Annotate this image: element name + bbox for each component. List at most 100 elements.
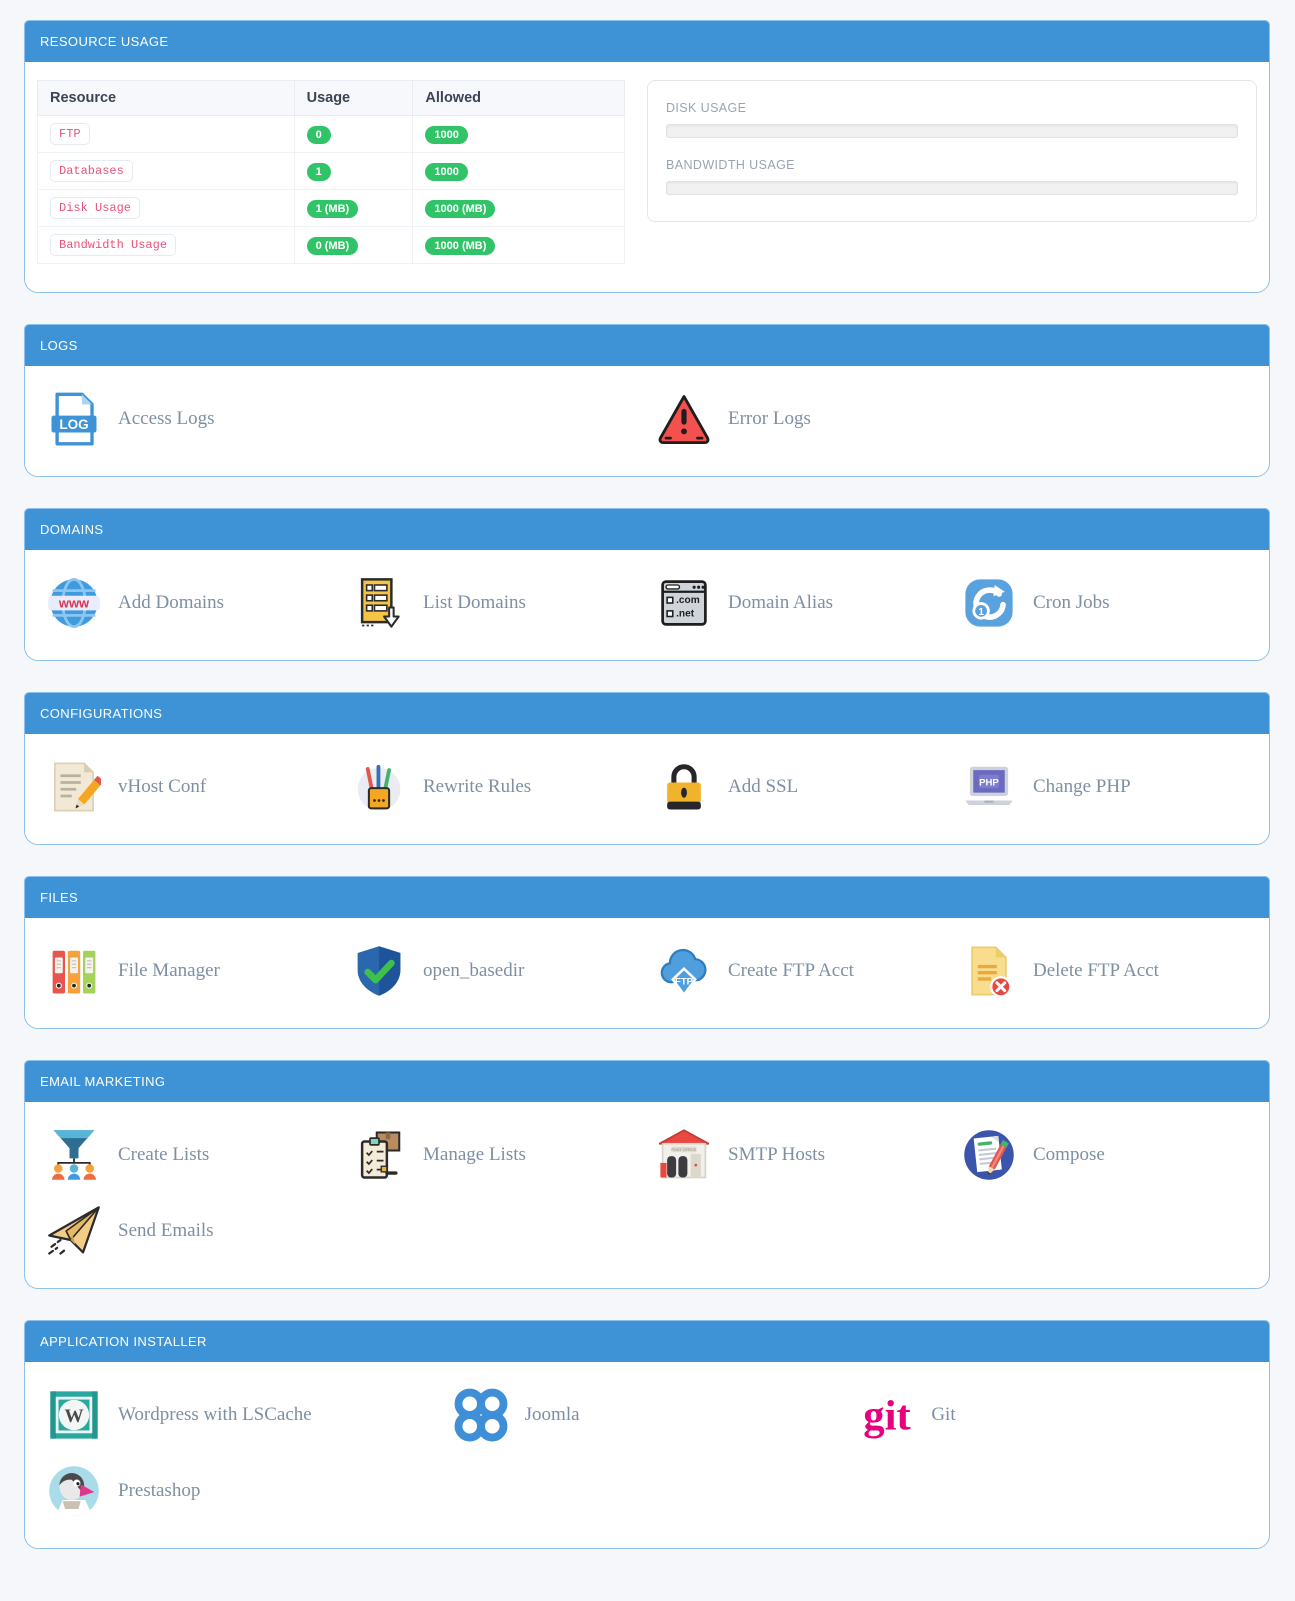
usage-gauges-box: DISK USAGE BANDWIDTH USAGE — [647, 80, 1257, 222]
item-label: Access Logs — [118, 408, 215, 429]
item-label: List Domains — [423, 592, 526, 613]
usage-value-badge: 1 (MB) — [306, 199, 359, 218]
item-open-basedir[interactable]: open_basedir — [342, 940, 647, 1002]
allowed-value-badge: 1000 — [425, 125, 468, 144]
resource-name-badge: Bandwidth Usage — [50, 234, 177, 256]
item-joomla[interactable]: Joomla — [444, 1384, 851, 1446]
configurations-panel-title: CONFIGURATIONS — [25, 693, 1269, 734]
item-git[interactable]: git Git — [850, 1384, 1257, 1446]
item-compose[interactable]: Compose — [952, 1124, 1257, 1186]
item-access-logs[interactable]: LOG Access Logs — [37, 388, 647, 450]
logs-panel-title: LOGS — [25, 325, 1269, 366]
resource-usage-body: Resource Usage Allowed FTP 0 1000 Databases 1 1… — [25, 62, 1269, 292]
wordpress-logo-icon: W — [47, 1388, 101, 1442]
item-label: Error Logs — [728, 408, 811, 429]
domains-panel: DOMAINS www Add Domains List Domains .com .ne… — [24, 508, 1270, 661]
item-label: Add SSL — [728, 776, 799, 797]
files-items: File Manager open_basedir FTP Create FTP Ac… — [25, 918, 1269, 1028]
usage-value-badge: 0 — [306, 125, 331, 144]
prestashop-logo-icon — [47, 1464, 101, 1518]
item-vhost-conf[interactable]: vHost Conf — [37, 756, 342, 818]
item-label: Prestashop — [118, 1480, 201, 1501]
svg-text:POST OFFICE: POST OFFICE — [671, 1148, 697, 1152]
item-label: Delete FTP Acct — [1033, 960, 1159, 981]
item-file-manager[interactable]: File Manager — [37, 940, 342, 1002]
browser-domains-icon: .com .net — [657, 576, 711, 630]
item-list-domains[interactable]: List Domains — [342, 572, 647, 634]
svg-text:.net: .net — [676, 609, 695, 620]
item-label: Cron Jobs — [1033, 592, 1110, 613]
item-label: vHost Conf — [118, 776, 207, 797]
item-error-logs[interactable]: Error Logs — [647, 388, 1257, 450]
resource-usage-panel: RESOURCE USAGE Resource Usage Allowed FTP 0… — [24, 20, 1270, 293]
item-wordpress-with-lscache[interactable]: W Wordpress with LSCache — [37, 1384, 444, 1446]
allowed-value-badge: 1000 (MB) — [425, 236, 496, 255]
table-header-usage: Usage — [293, 80, 414, 116]
application-installer-panel: APPLICATION INSTALLER W Wordpress with LSC… — [24, 1320, 1270, 1549]
item-delete-ftp-acct[interactable]: Delete FTP Acct — [952, 940, 1257, 1002]
bandwidth-usage-label: BANDWIDTH USAGE — [666, 158, 795, 172]
item-label: Manage Lists — [423, 1144, 526, 1165]
item-smtp-hosts[interactable]: POST OFFICE SMTP Hosts — [647, 1124, 952, 1186]
item-create-lists[interactable]: Create Lists — [37, 1124, 342, 1186]
table-row-bandwidth-usage: Bandwidth Usage 0 (MB) 1000 (MB) — [37, 226, 625, 264]
item-domain-alias[interactable]: .com .net Domain Alias — [647, 572, 952, 634]
item-label: Wordpress with LSCache — [118, 1404, 312, 1425]
document-delete-icon — [962, 944, 1016, 998]
svg-text:FTP: FTP — [675, 977, 694, 988]
item-label: Joomla — [524, 1404, 580, 1425]
svg-text:PHP: PHP — [979, 777, 999, 788]
joomla-logo-icon — [454, 1388, 508, 1442]
item-prestashop[interactable]: Prestashop — [37, 1460, 444, 1522]
globe-www-icon: www — [47, 576, 101, 630]
item-add-domains[interactable]: www Add Domains — [37, 572, 342, 634]
item-add-ssl[interactable]: Add SSL — [647, 756, 952, 818]
item-create-ftp-acct[interactable]: FTP Create FTP Acct — [647, 940, 952, 1002]
item-send-emails[interactable]: Send Emails — [37, 1200, 342, 1262]
item-cron-jobs[interactable]: 1 Cron Jobs — [952, 572, 1257, 634]
item-change-php[interactable]: PHP Change PHP — [952, 756, 1257, 818]
logs-panel: LOGS LOG Access Logs Error Logs — [24, 324, 1270, 477]
shield-check-icon — [352, 944, 406, 998]
document-pencil-icon — [47, 760, 101, 814]
domains-items: www Add Domains List Domains .com .net Domain… — [25, 550, 1269, 660]
item-label: Rewrite Rules — [423, 776, 532, 797]
table-header-resource: Resource — [37, 80, 295, 116]
refresh-cron-icon: 1 — [962, 576, 1016, 630]
cloud-ftp-icon: FTP — [657, 944, 711, 998]
item-manage-lists[interactable]: Manage Lists — [342, 1124, 647, 1186]
logs-items: LOG Access Logs Error Logs — [25, 366, 1269, 476]
post-office-icon: POST OFFICE — [657, 1128, 711, 1182]
usage-value-badge: 0 (MB) — [306, 236, 359, 255]
item-label: Create FTP Acct — [728, 960, 854, 981]
item-label: open_basedir — [423, 960, 525, 981]
laptop-php-icon: PHP — [962, 760, 1016, 814]
table-row-databases: Databases 1 1000 — [37, 152, 625, 190]
item-label: Git — [931, 1404, 956, 1425]
application-installer-items: W Wordpress with LSCache Joomla git Git Prest… — [25, 1362, 1269, 1548]
svg-text:www: www — [58, 596, 90, 611]
item-label: Create Lists — [118, 1144, 210, 1165]
table-header-row: Resource Usage Allowed — [37, 80, 625, 116]
item-rewrite-rules[interactable]: Rewrite Rules — [342, 756, 647, 818]
error-warning-icon — [657, 392, 711, 446]
email-marketing-panel-title: EMAIL MARKETING — [25, 1061, 1269, 1102]
funnel-people-icon — [47, 1128, 101, 1182]
disk-usage-progress-bar — [666, 124, 1238, 138]
resource-usage-panel-title: RESOURCE USAGE — [25, 21, 1269, 62]
icon-sections-container: LOGS LOG Access Logs Error Logs DOMAINS www Ad… — [24, 324, 1270, 1549]
svg-text:W: W — [64, 1406, 83, 1427]
item-label: SMTP Hosts — [728, 1144, 825, 1165]
item-label: Domain Alias — [728, 592, 834, 613]
paper-plane-icon — [47, 1204, 101, 1258]
table-row-disk-usage: Disk Usage 1 (MB) 1000 (MB) — [37, 189, 625, 227]
files-panel-title: FILES — [25, 877, 1269, 918]
configurations-items: vHost Conf Rewrite Rules Add SSL PHP Change … — [25, 734, 1269, 844]
resource-name-badge: Databases — [50, 160, 133, 182]
allowed-value-badge: 1000 (MB) — [425, 199, 496, 218]
resource-name-badge: Disk Usage — [50, 197, 141, 219]
git-logo-icon: git — [860, 1388, 914, 1442]
resource-name-badge: FTP — [50, 123, 90, 145]
email-marketing-panel: EMAIL MARKETING Create Lists Manage Lists P… — [24, 1060, 1270, 1289]
svg-text:.com: .com — [676, 595, 700, 606]
